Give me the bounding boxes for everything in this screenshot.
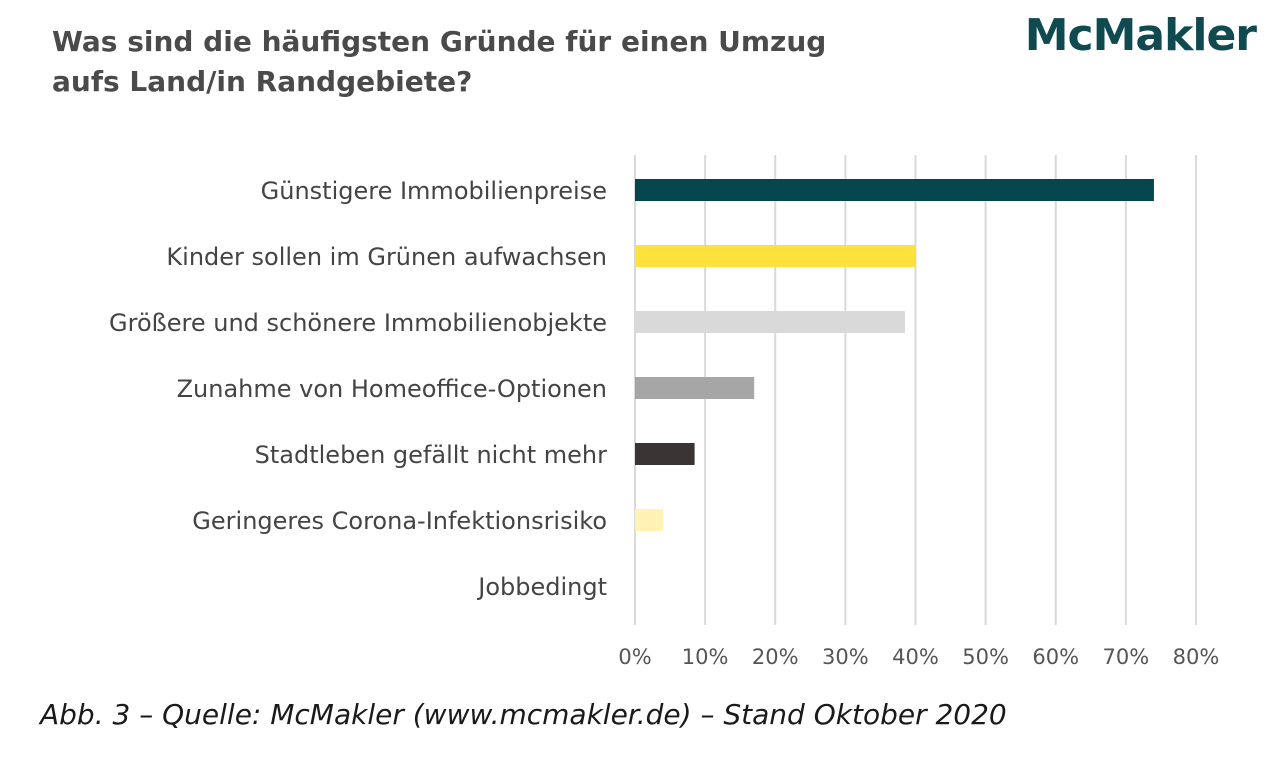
category-labels: Günstigere Immobilienpreise Kinder sollen…	[109, 177, 607, 601]
chart-title-line-1: Was sind die häufigsten Gründe für einen…	[52, 25, 827, 58]
bar-chart: Günstigere Immobilienpreise Kinder sollen…	[109, 155, 1219, 669]
category-label: Geringeres Corona-Infektionsrisiko	[192, 507, 607, 535]
x-tick-label: 10%	[682, 645, 729, 669]
bars	[635, 179, 1154, 531]
gridlines	[634, 155, 1197, 625]
category-label: Jobbedingt	[476, 573, 607, 601]
x-tick-label: 60%	[1032, 645, 1079, 669]
x-tick-label: 80%	[1173, 645, 1220, 669]
mcmakler-logo: McMakler	[1024, 10, 1257, 61]
chart-title: Was sind die häufigsten Gründe für einen…	[52, 22, 852, 102]
x-tick-label: 0%	[618, 645, 651, 669]
bar	[635, 311, 905, 333]
x-axis-tick-labels: 0% 10% 20% 30% 40% 50% 60% 70% 80%	[618, 645, 1219, 669]
category-label: Günstigere Immobilienpreise	[261, 177, 607, 205]
bar	[635, 245, 916, 267]
category-label: Zunahme von Homeoffice-Optionen	[177, 375, 607, 403]
bar	[635, 377, 755, 399]
bar	[635, 443, 695, 465]
category-label: Stadtleben gefällt nicht mehr	[255, 441, 607, 469]
x-tick-label: 30%	[822, 645, 869, 669]
bar	[635, 179, 1154, 201]
x-tick-label: 20%	[752, 645, 799, 669]
bar	[635, 509, 664, 531]
x-tick-label: 70%	[1103, 645, 1150, 669]
category-label: Größere und schönere Immobilienobjekte	[109, 309, 607, 337]
source-caption: Abb. 3 – Quelle: McMakler (www.mcmakler.…	[40, 698, 1007, 731]
chart-title-line-2: aufs Land/in Randgebiete?	[52, 65, 473, 98]
x-tick-label: 50%	[962, 645, 1009, 669]
x-tick-label: 40%	[892, 645, 939, 669]
category-label: Kinder sollen im Grünen aufwachsen	[166, 243, 607, 271]
